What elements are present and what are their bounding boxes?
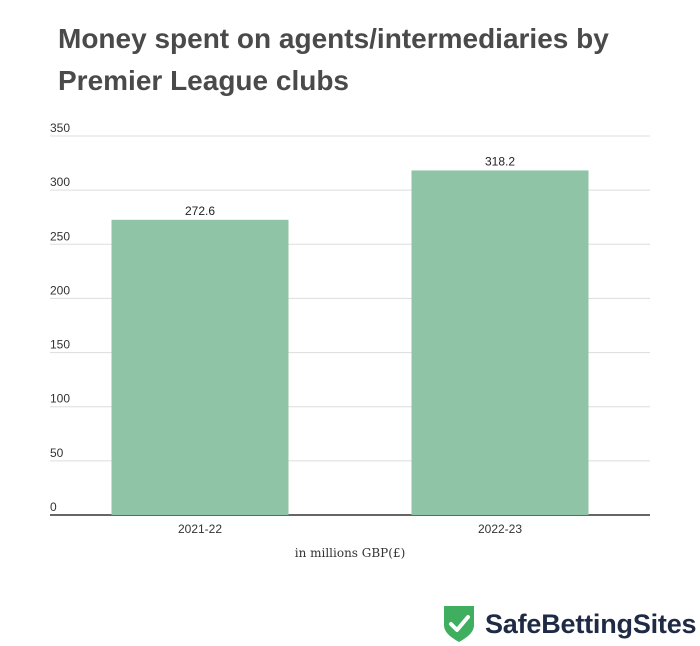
y-tick-label: 200 <box>50 283 70 297</box>
bar <box>111 219 289 515</box>
y-tick-label: 50 <box>50 446 64 460</box>
x-axis-title: in millions GBP(£) <box>295 546 406 560</box>
y-tick-label: 350 <box>50 121 70 135</box>
safebettingsites-logo: SafeBettingSites <box>443 604 697 644</box>
logo-text: SafeBettingSites <box>485 608 697 639</box>
data-label: 318.2 <box>485 154 515 168</box>
y-tick-label: 100 <box>50 392 70 406</box>
y-tick-label: 300 <box>50 175 70 189</box>
x-tick-label: 2022-23 <box>478 522 522 536</box>
data-label: 272.6 <box>185 204 215 218</box>
y-tick-label: 250 <box>50 229 70 243</box>
labels: 0 50 100 150 200 250 300 350 272.6 2021-22 318.2 20… <box>50 121 522 536</box>
bar <box>411 170 589 515</box>
chart-title: Money spent on agents/intermediaries by … <box>58 23 609 96</box>
y-tick-label: 150 <box>50 338 70 352</box>
bars <box>111 170 589 515</box>
x-tick-label: 2021-22 <box>178 522 222 536</box>
y-tick-label: 0 <box>50 500 57 514</box>
shield-check-icon <box>444 606 474 642</box>
